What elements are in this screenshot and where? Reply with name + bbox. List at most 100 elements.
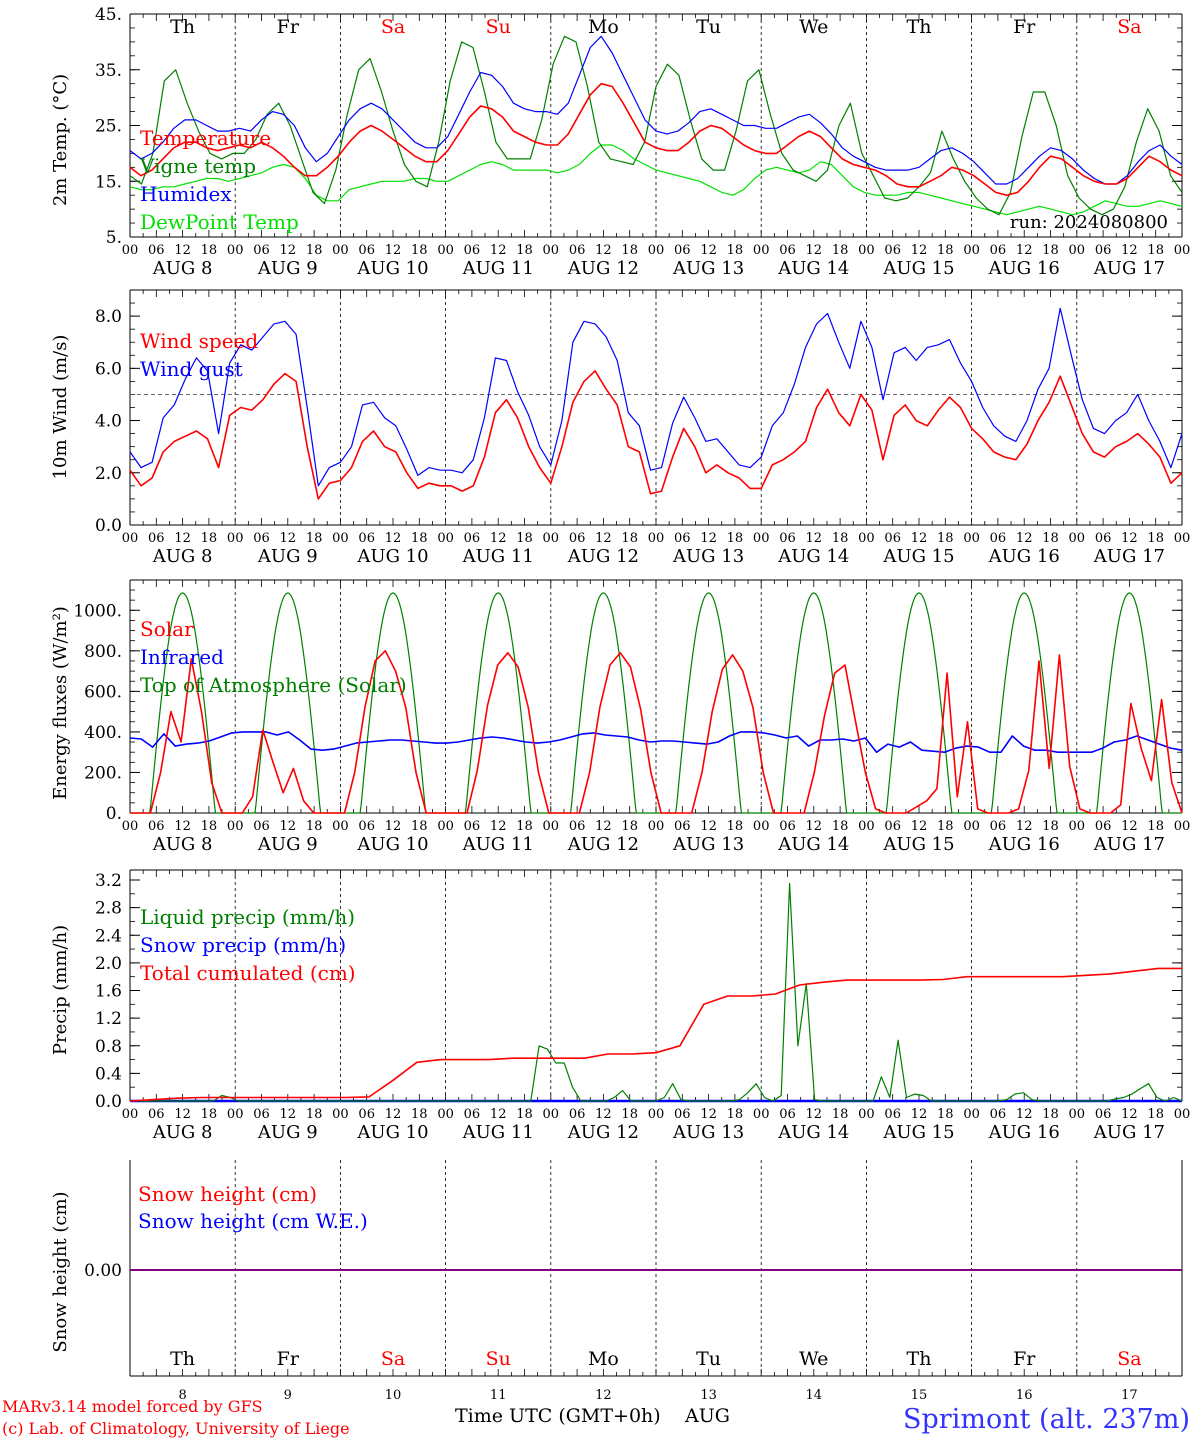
hour-tick-label: 06 — [674, 531, 691, 546]
legend-entry: Total cumulated (cm) — [140, 961, 356, 985]
hour-tick-label: 12 — [490, 243, 507, 258]
hour-tick-label: 12 — [490, 1107, 507, 1122]
hour-tick-label: 06 — [358, 1107, 375, 1122]
date-label: AUG 13 — [672, 834, 744, 855]
hour-tick-label: 00 — [858, 819, 875, 834]
day-number-label: 14 — [806, 1388, 823, 1403]
credit-line-2: (c) Lab. of Climatology, University of L… — [2, 1419, 350, 1438]
hour-tick-label: 18 — [1042, 243, 1059, 258]
legend-entry: Wind gust — [140, 357, 243, 381]
hour-tick-label: 12 — [700, 243, 717, 258]
y-tick-label: 2.4 — [95, 926, 122, 946]
y-tick-label: 0.8 — [95, 1037, 122, 1057]
hour-tick-label: 12 — [700, 819, 717, 834]
day-number-label: 12 — [595, 1388, 612, 1403]
hour-tick-label: 06 — [1095, 819, 1112, 834]
day-number-label: 10 — [385, 1388, 402, 1403]
date-label: AUG 9 — [257, 546, 318, 567]
hour-tick-label: 00 — [963, 819, 980, 834]
weekday-label: Sa — [1117, 16, 1141, 38]
hour-tick-label: 00 — [648, 1107, 665, 1122]
hour-tick-label: 12 — [280, 1107, 297, 1122]
y-tick-label: 0.0 — [95, 516, 122, 536]
hour-tick-label: 06 — [569, 243, 586, 258]
hour-tick-label: 00 — [227, 819, 244, 834]
hour-tick-label: 18 — [621, 531, 638, 546]
hour-tick-label: 00 — [1069, 243, 1086, 258]
y-tick-label: 600. — [84, 682, 122, 702]
hour-tick-label: 06 — [779, 531, 796, 546]
hour-tick-label: 06 — [569, 1107, 586, 1122]
date-label: AUG 16 — [988, 834, 1060, 855]
hour-tick-label: 00 — [332, 1107, 349, 1122]
weekday-label: Fr — [1013, 1348, 1036, 1370]
hour-tick-label: 12 — [911, 243, 928, 258]
hour-tick-label: 00 — [1174, 1107, 1191, 1122]
hour-tick-label: 06 — [148, 243, 165, 258]
date-label: AUG 10 — [356, 258, 428, 279]
hour-tick-label: 12 — [280, 819, 297, 834]
weekday-label: We — [799, 1348, 828, 1370]
run-label: run: 2024080800 — [1010, 212, 1168, 233]
hour-tick-label: 06 — [358, 531, 375, 546]
hour-tick-label: 18 — [201, 243, 218, 258]
hour-tick-label: 06 — [1095, 1107, 1112, 1122]
date-label: AUG 11 — [462, 834, 534, 855]
y-tick-label: 400. — [84, 723, 122, 743]
panel-2: 10m Wind (m/s) 0.0 2.0 4.0 6.0 8.0 00 06 12 18 00 0… — [50, 289, 1190, 567]
series-line-wind-gust — [129, 307, 1183, 487]
hour-tick-label: 00 — [122, 819, 139, 834]
hour-tick-label: 18 — [1042, 531, 1059, 546]
date-label: AUG 13 — [672, 258, 744, 279]
hour-tick-label: 12 — [280, 531, 297, 546]
hour-tick-label: 18 — [832, 1107, 849, 1122]
series-line-temperature — [129, 82, 1183, 196]
hour-tick-label: 18 — [411, 819, 428, 834]
hour-tick-label: 12 — [490, 819, 507, 834]
hour-tick-label: 12 — [1016, 531, 1033, 546]
date-label: AUG 13 — [672, 546, 744, 567]
date-label: AUG 16 — [988, 1122, 1060, 1143]
date-label: AUG 9 — [257, 258, 318, 279]
y-tick-label: 35. — [95, 61, 122, 81]
hour-tick-label: 12 — [385, 243, 402, 258]
hour-tick-label: 00 — [648, 531, 665, 546]
series-line-vigne-temp — [129, 35, 1183, 216]
hour-tick-label: 18 — [1042, 819, 1059, 834]
hour-tick-label: 06 — [674, 1107, 691, 1122]
hour-tick-label: 00 — [648, 819, 665, 834]
hour-tick-label: 06 — [990, 819, 1007, 834]
hour-tick-label: 00 — [122, 531, 139, 546]
hour-tick-label: 18 — [201, 819, 218, 834]
hour-tick-label: 12 — [1016, 243, 1033, 258]
hour-tick-label: 12 — [595, 1107, 612, 1122]
legend-entry: Top of Atmosphere (Solar) — [140, 673, 407, 697]
weekday-label: Th — [907, 16, 932, 38]
hour-tick-label: 06 — [358, 819, 375, 834]
hour-tick-label: 18 — [937, 819, 954, 834]
date-label: AUG 16 — [988, 258, 1060, 279]
hour-tick-label: 12 — [174, 243, 191, 258]
hour-tick-label: 18 — [306, 819, 323, 834]
day-number-label: 8 — [178, 1388, 186, 1403]
date-label: AUG 12 — [567, 258, 639, 279]
weekday-label: Th — [170, 16, 195, 38]
y-tick-label: 1.2 — [95, 1009, 122, 1029]
y-tick-label: 2.0 — [95, 954, 122, 974]
hour-tick-label: 18 — [727, 819, 744, 834]
hour-tick-label: 06 — [990, 243, 1007, 258]
legend-entry: Liquid precip (mm/h) — [140, 905, 355, 929]
weekday-label: Tu — [696, 16, 721, 38]
legend-entry: DewPoint Temp — [140, 210, 299, 234]
series-line-total-cumulated — [129, 967, 1182, 1102]
hour-tick-label: 00 — [437, 243, 454, 258]
y-axis-title: Precip (mm/h) — [50, 925, 71, 1055]
hour-tick-label: 18 — [516, 1107, 533, 1122]
hour-tick-label: 12 — [280, 243, 297, 258]
hour-tick-label: 06 — [779, 243, 796, 258]
hour-tick-label: 18 — [621, 1107, 638, 1122]
hour-tick-label: 06 — [779, 819, 796, 834]
hour-tick-label: 12 — [911, 531, 928, 546]
hour-tick-label: 12 — [1121, 243, 1138, 258]
hour-tick-label: 12 — [385, 819, 402, 834]
